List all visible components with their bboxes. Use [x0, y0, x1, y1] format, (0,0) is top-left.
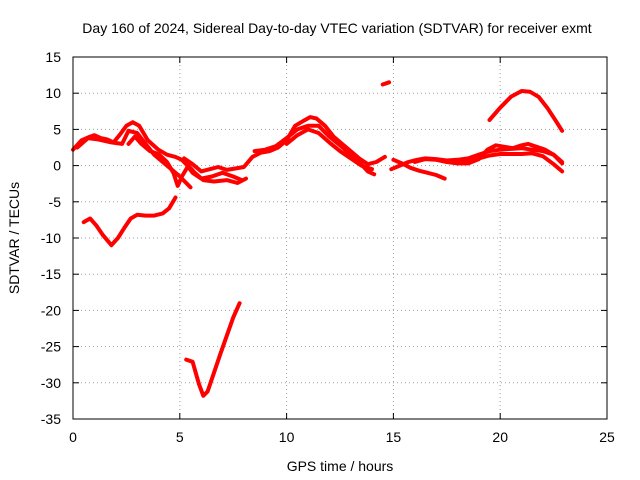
x-tick-label: 0: [69, 429, 77, 445]
y-tick-label: -5: [49, 194, 62, 210]
y-tick-label: 15: [45, 49, 61, 65]
data-traces: [71, 80, 565, 398]
axis-ticks: 0 5 10 15 20 25 15 10 5 0 -5 -10 -15 -20 -25 -30 -35: [41, 49, 615, 445]
y-tick-label: -10: [41, 230, 61, 246]
y-axis-label: SDTVAR / TECUs: [6, 182, 22, 294]
data-trace-9: [412, 141, 565, 166]
x-tick-label: 5: [176, 429, 184, 445]
x-tick-label: 10: [279, 429, 295, 445]
y-tick-label: -30: [41, 375, 61, 391]
data-trace-12: [380, 80, 392, 87]
y-tick-label: -15: [41, 266, 61, 282]
data-trace-11: [487, 89, 565, 133]
data-trace-10: [455, 151, 565, 174]
data-trace-13: [81, 195, 178, 248]
data-trace-6: [284, 127, 374, 172]
data-trace-14: [184, 301, 242, 398]
grid: [73, 57, 607, 419]
y-tick-label: -20: [41, 302, 61, 318]
y-tick-label: -25: [41, 339, 61, 355]
chart-title: Day 160 of 2024, Sidereal Day-to-day VTE…: [82, 20, 591, 36]
y-tick-label: -35: [41, 411, 61, 427]
y-tick-label: 5: [53, 121, 61, 137]
x-axis-label: GPS time / hours: [287, 458, 394, 474]
y-tick-label: 0: [53, 158, 61, 174]
x-tick-label: 15: [386, 429, 402, 445]
y-tick-label: 10: [45, 85, 61, 101]
data-trace-3: [126, 134, 248, 188]
plot-frame: [72, 56, 608, 420]
x-tick-label: 25: [599, 429, 615, 445]
data-trace-1: [71, 120, 244, 183]
x-tick-label: 20: [492, 429, 508, 445]
